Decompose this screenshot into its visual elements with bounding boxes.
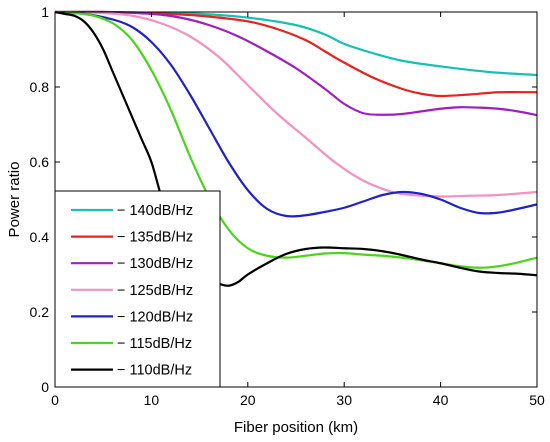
legend-label: − 120dB/Hz (117, 309, 193, 325)
y-tick-label: 1 (41, 4, 49, 20)
x-axis-label: Fiber position (km) (234, 419, 358, 436)
x-axis-tick-labels: 0 10 20 30 40 50 (51, 392, 545, 408)
series-line-4 (54, 10, 538, 218)
legend-label: − 115dB/Hz (117, 336, 192, 352)
y-axis-tick-labels: 0 0.2 0.4 0.6 0.8 1 (30, 4, 50, 395)
legend-label: − 125dB/Hz (117, 283, 193, 299)
series-line-2 (54, 10, 538, 117)
series-line-3 (54, 10, 538, 198)
y-tick-label: 0.2 (30, 304, 50, 320)
series-line-6 (54, 10, 538, 287)
legend: − 140dB/Hz − 135dB/Hz − 130dB/Hz − 125dB/Hz… (54, 190, 221, 388)
y-tick-label: 0.4 (30, 229, 50, 245)
plot-lines (54, 10, 538, 287)
legend-label: − 110dB/Hz (117, 363, 192, 379)
x-tick-label: 0 (51, 392, 59, 408)
x-tick-label: 50 (529, 392, 545, 408)
series-line-0 (54, 10, 538, 77)
series-line-1 (54, 10, 538, 98)
x-tick-label: 30 (336, 392, 352, 408)
y-tick-label: 0.6 (30, 154, 50, 170)
series-line-5 (54, 10, 538, 269)
y-axis-label: Power ratio (6, 162, 23, 238)
y-tick-label: 0 (41, 379, 49, 395)
x-tick-label: 40 (433, 392, 449, 408)
legend-label: − 135dB/Hz (117, 230, 193, 246)
x-tick-label: 10 (144, 392, 160, 408)
y-tick-label: 0.8 (30, 79, 50, 95)
legend-label: − 130dB/Hz (117, 256, 193, 272)
legend-label: − 140dB/Hz (117, 203, 193, 219)
x-tick-label: 20 (240, 392, 256, 408)
